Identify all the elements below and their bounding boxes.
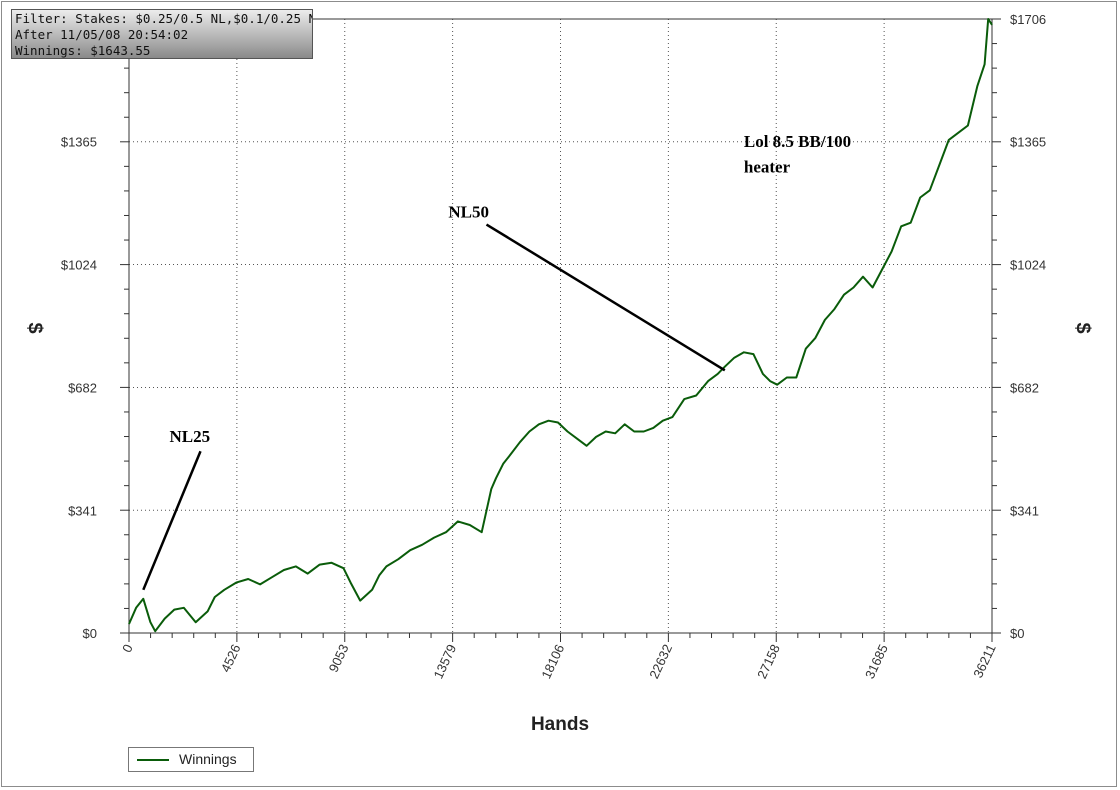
legend-swatch <box>137 759 169 761</box>
filter-info-box: Filter: Stakes: $0.25/0.5 NL,$0.1/0.25 N… <box>11 9 313 59</box>
chart-annotation: NL50 <box>448 202 489 221</box>
ticks-layer <box>120 18 1001 642</box>
filter-line-date: After 11/05/08 20:54:02 <box>15 27 189 42</box>
chart-annotation: NL25 <box>170 427 211 446</box>
legend: Winnings <box>128 747 254 772</box>
legend-label: Winnings <box>179 751 237 767</box>
y-tick-label-left: $682 <box>68 381 97 396</box>
annotation-arrow <box>485 223 726 372</box>
y-tick-label-left: $1365 <box>61 135 97 150</box>
x-tick-label: 0 <box>119 642 136 655</box>
x-tick-label: 31685 <box>862 642 891 681</box>
y-tick-label-left: $1024 <box>61 257 97 272</box>
y-axis-title-left: $ <box>24 322 46 333</box>
chart-annotation: Lol 8.5 BB/100 <box>744 132 851 151</box>
y-tick-label-left: $341 <box>68 503 97 518</box>
x-tick-label: 18106 <box>538 642 567 681</box>
y-tick-label-right: $341 <box>1010 503 1039 518</box>
y-tick-label-right: $1365 <box>1010 135 1046 150</box>
grid-layer <box>129 19 992 633</box>
x-tick-label: 22632 <box>646 642 675 681</box>
x-tick-label: 9053 <box>326 642 352 675</box>
y-tick-label-left: $0 <box>83 626 97 641</box>
series-line-winnings <box>128 18 993 633</box>
x-tick-label: 36211 <box>970 642 998 680</box>
filter-line-winnings: Winnings: $1643.55 <box>15 43 151 58</box>
chart-annotation: heater <box>744 157 791 176</box>
x-axis-title: Hands <box>531 714 589 735</box>
label-layer: $0 $0 $341 $341 $682 $682 $1024 $1024 $1365 $1365… <box>61 12 1046 681</box>
y-tick-label-right: $1706 <box>1010 12 1046 27</box>
arrow-layer <box>142 223 726 591</box>
filter-line-stakes: Filter: Stakes: $0.25/0.5 NL,$0.1/0.25 N… <box>15 11 313 26</box>
y-tick-label-right: $1024 <box>1010 257 1046 272</box>
y-tick-label-right: $0 <box>1010 626 1024 641</box>
x-tick-label: 4526 <box>218 642 244 675</box>
x-tick-label: 27158 <box>754 642 783 681</box>
y-tick-label-right: $682 <box>1010 381 1039 396</box>
y-axis-title-right: $ <box>1072 322 1094 333</box>
x-tick-label: 13579 <box>430 642 459 681</box>
series-layer <box>128 18 993 633</box>
annotation-arrow <box>142 450 202 591</box>
